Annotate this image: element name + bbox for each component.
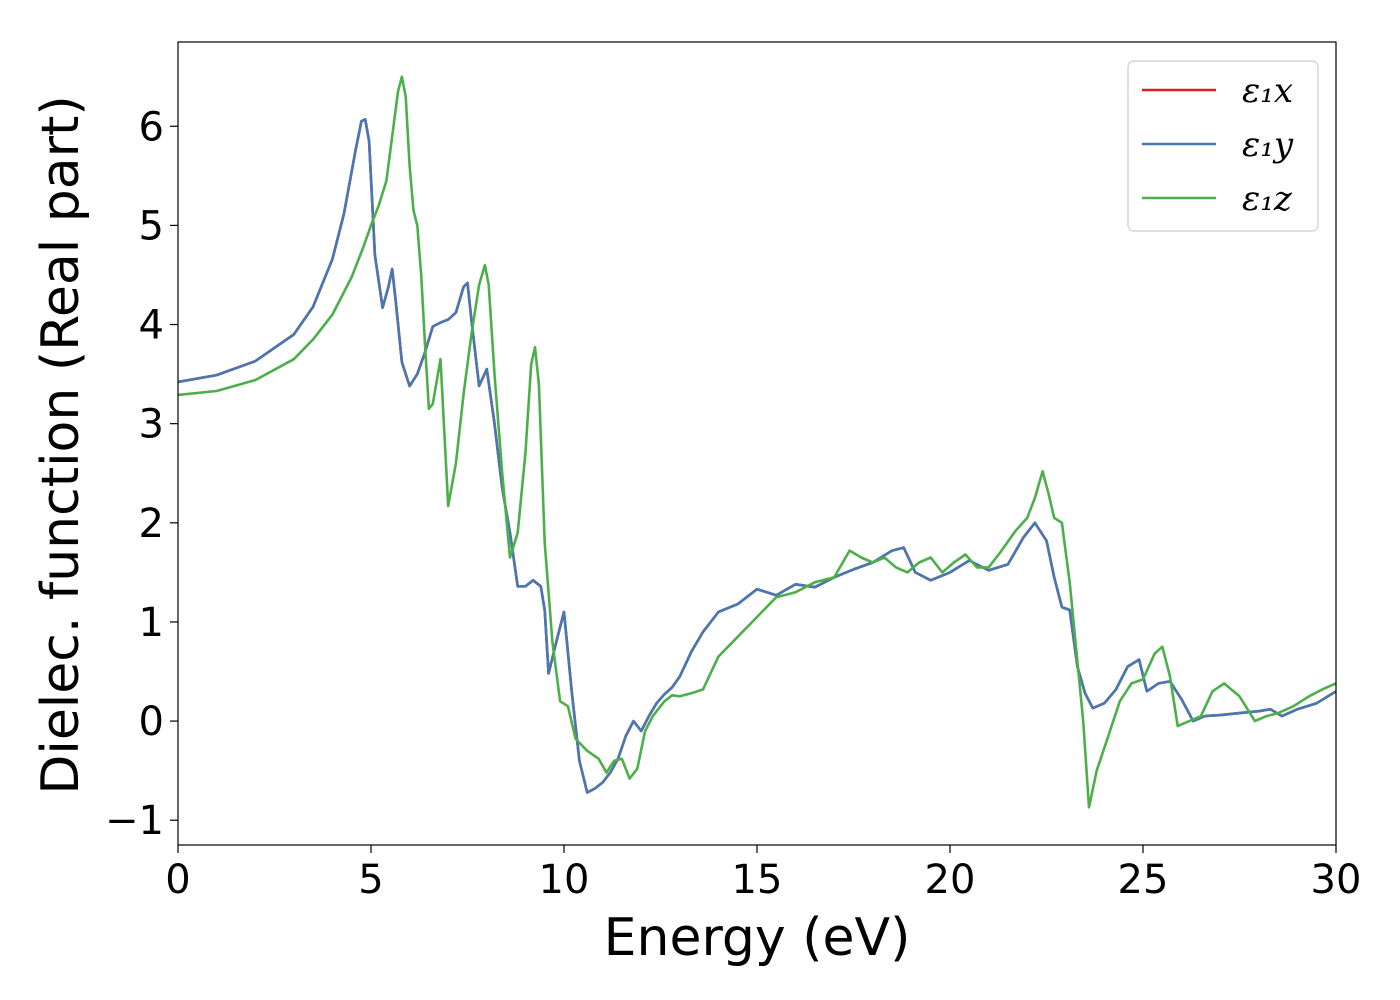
y-tick-label: 2 [139, 501, 164, 547]
y-tick-label: 0 [139, 699, 164, 745]
legend: ε₁x ε₁y ε₁z [1127, 60, 1319, 232]
legend-label-1: ε₁y [1242, 125, 1294, 165]
legend-box [1127, 60, 1319, 232]
y-axis: −1 0 1 2 3 4 5 6 [105, 104, 178, 844]
legend-label-0: ε₁x [1242, 71, 1293, 111]
y-tick-label: 6 [139, 104, 164, 150]
x-tick-label: 15 [732, 857, 783, 903]
series-lines [178, 75, 1336, 809]
x-tick-label: 10 [539, 857, 590, 903]
series-line-1 [178, 118, 1336, 794]
y-tick-label: 3 [139, 402, 164, 448]
legend-label-2: ε₁z [1242, 179, 1293, 219]
series-line-2 [178, 75, 1336, 809]
x-tick-label: 25 [1118, 857, 1169, 903]
x-axis-title: Energy (eV) [604, 908, 911, 968]
x-tick-label: 20 [925, 857, 976, 903]
y-tick-label: 5 [139, 203, 164, 249]
y-axis-title: Dielec. function (Real part) [31, 95, 91, 794]
y-tick-label: 4 [139, 303, 164, 349]
x-axis: 0 5 10 15 20 25 30 [165, 845, 1361, 903]
y-tick-label: 1 [139, 600, 164, 646]
x-tick-label: 0 [165, 857, 190, 903]
x-tick-label: 5 [358, 857, 383, 903]
x-tick-label: 30 [1311, 857, 1362, 903]
y-tick-label: −1 [105, 798, 164, 844]
